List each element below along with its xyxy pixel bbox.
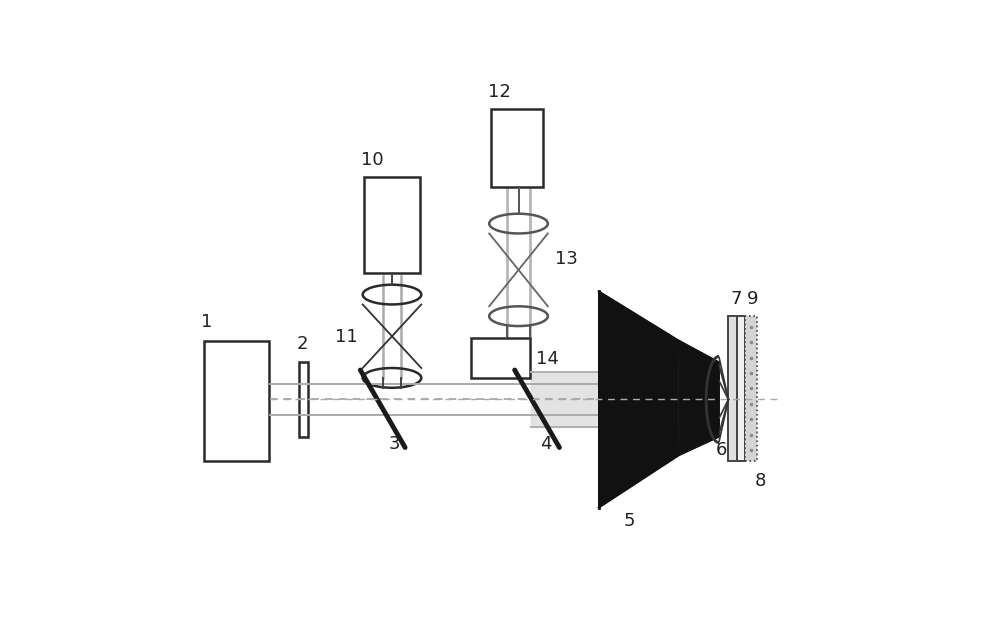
Text: 14: 14	[536, 350, 559, 368]
Text: 1: 1	[201, 313, 212, 331]
Polygon shape	[679, 394, 719, 404]
Polygon shape	[599, 291, 679, 508]
Polygon shape	[599, 372, 679, 427]
Polygon shape	[599, 329, 679, 471]
Polygon shape	[599, 298, 679, 502]
Text: 8: 8	[754, 472, 766, 490]
Polygon shape	[679, 356, 719, 440]
Polygon shape	[679, 341, 719, 455]
Polygon shape	[679, 391, 719, 404]
Polygon shape	[679, 369, 719, 427]
Text: 11: 11	[335, 329, 358, 347]
Bar	[299, 363, 308, 436]
Text: 10: 10	[361, 151, 384, 169]
Bar	[471, 338, 530, 378]
Text: 2: 2	[296, 335, 308, 353]
Text: 5: 5	[623, 512, 635, 530]
Text: 3: 3	[389, 435, 400, 453]
Bar	[745, 316, 757, 461]
Polygon shape	[599, 310, 679, 489]
Bar	[737, 316, 745, 461]
Bar	[728, 316, 737, 461]
Bar	[491, 109, 543, 187]
Text: 7: 7	[731, 290, 742, 308]
Text: 12: 12	[488, 83, 511, 101]
Bar	[204, 341, 269, 461]
Polygon shape	[599, 360, 679, 440]
Polygon shape	[599, 347, 679, 452]
Polygon shape	[679, 347, 719, 449]
Text: 4: 4	[540, 435, 552, 453]
Polygon shape	[679, 381, 719, 415]
Bar	[364, 177, 420, 273]
Text: 9: 9	[747, 290, 758, 308]
Text: 6: 6	[716, 441, 727, 459]
Text: 13: 13	[555, 250, 578, 268]
